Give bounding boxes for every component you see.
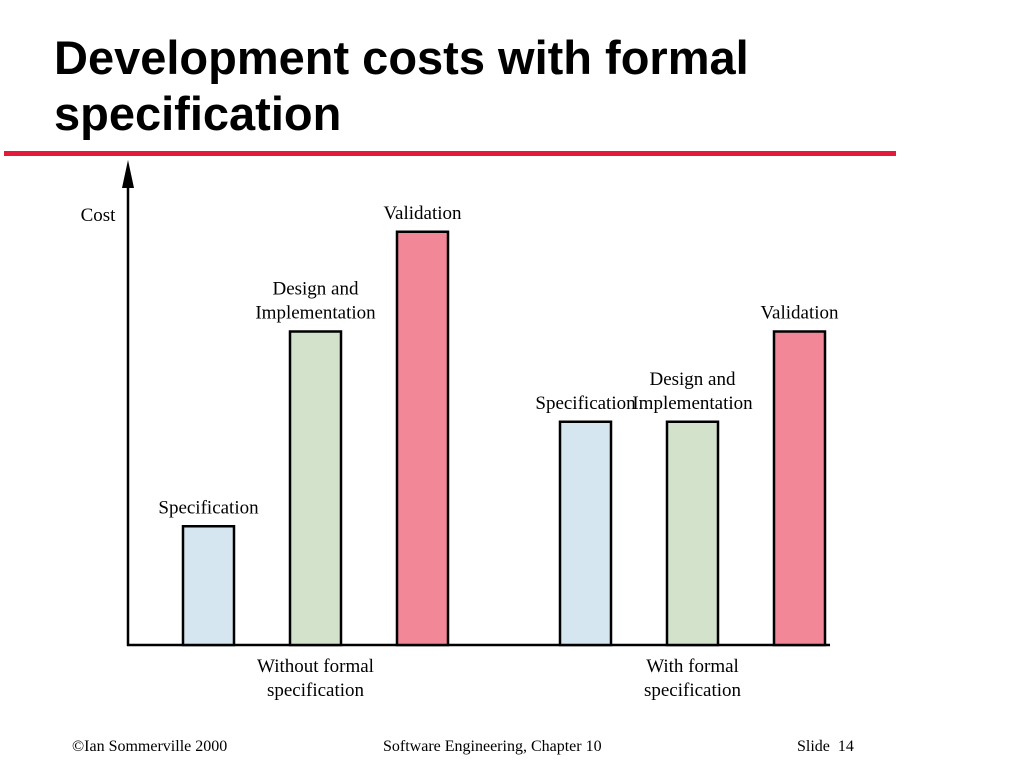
chart-bars bbox=[181, 230, 827, 647]
bar-design-and-implementation bbox=[288, 330, 343, 647]
title-rule bbox=[4, 151, 896, 156]
bar-label: Design and bbox=[272, 279, 359, 300]
bar-label: Specification bbox=[158, 497, 259, 518]
footer-course: Software Engineering, Chapter 10 bbox=[383, 738, 602, 755]
bar-validation bbox=[772, 330, 827, 647]
chart-labels: Cost Specification Design and Implementatio… bbox=[81, 203, 839, 701]
y-axis-label: Cost bbox=[81, 205, 117, 226]
bar-label: Validation bbox=[383, 203, 462, 224]
bar-design-and-implementation bbox=[665, 420, 720, 647]
bar-specification bbox=[558, 420, 613, 647]
footer-slide-number: Slide 14 bbox=[797, 738, 854, 755]
y-axis-arrow bbox=[122, 160, 134, 188]
group-label: Without formal bbox=[257, 656, 374, 677]
bar-label: Implementation bbox=[255, 303, 376, 324]
bar-specification bbox=[181, 525, 236, 647]
group-label: With formal bbox=[646, 656, 739, 677]
bar-label: Implementation bbox=[632, 393, 753, 414]
footer-copyright: ©Ian Sommerville 2000 bbox=[72, 738, 228, 755]
group-label: specification bbox=[644, 680, 742, 701]
bar-label: Design and bbox=[649, 369, 736, 390]
group-label: specification bbox=[267, 680, 365, 701]
slide-title: Development costs with formal specificat… bbox=[54, 31, 749, 140]
bar-label: Validation bbox=[760, 303, 839, 324]
bar-validation bbox=[395, 230, 450, 647]
bar-label: Specification bbox=[535, 393, 636, 414]
